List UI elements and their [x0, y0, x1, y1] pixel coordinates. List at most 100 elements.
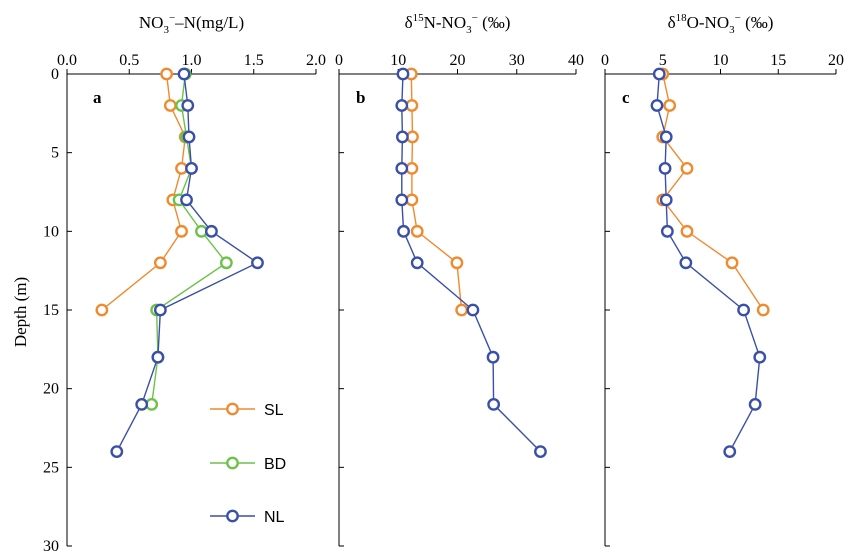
legend: SL BD NL	[210, 402, 286, 526]
data-point-NL	[679, 256, 693, 270]
legend-item-NL: NL	[210, 509, 285, 526]
panel-b: 0 10 20 30 40 δ15N-NO3− (‰) b	[335, 12, 584, 547]
data-point-SL	[153, 256, 167, 270]
y-tick-label: 15	[43, 302, 59, 319]
data-point-SL	[680, 224, 694, 238]
data-point-NL	[397, 224, 410, 238]
data-point-NL	[395, 130, 409, 144]
data-point-NL	[395, 193, 409, 207]
title-part: –N(mg/L)	[174, 13, 244, 32]
title-part: 3	[729, 24, 735, 36]
title-part: (‰)	[478, 13, 511, 32]
x-tick-label: 20	[828, 52, 844, 69]
panel-title: δ18O-NO3− (‰)	[668, 12, 774, 36]
data-point-NL	[151, 350, 165, 364]
legend-marker	[226, 456, 239, 470]
data-point-NL	[180, 193, 193, 207]
x-tick-label: 10	[713, 52, 729, 69]
y-tick-label: 30	[43, 538, 59, 552]
data-point-SL	[756, 303, 770, 317]
panel-a: 0.0 0.5 1.0 1.5 2.0 0 5 10 15 20 25 30 NO3−–N(mg/L) a	[43, 12, 326, 552]
data-point-NL	[177, 67, 191, 81]
legend-marker	[226, 509, 239, 523]
data-point-NL	[181, 99, 195, 112]
data-point-NL	[658, 161, 672, 175]
title-part: NO	[139, 13, 164, 32]
data-point-NL	[396, 67, 410, 81]
title-part: 18	[676, 12, 688, 24]
data-point-SL	[163, 99, 177, 112]
y-tick-label: 0	[51, 66, 59, 83]
legend-label: SL	[264, 402, 284, 419]
legend-label: BD	[264, 456, 286, 473]
title-part: 3	[466, 24, 472, 36]
series-line-NL	[656, 73, 761, 452]
series-line-SL	[410, 73, 463, 311]
x-tick-label: 0	[601, 52, 609, 69]
data-point-NL	[486, 350, 500, 364]
data-point-NL	[753, 350, 767, 364]
title-part: 15	[413, 12, 425, 24]
x-tick-label: 30	[509, 52, 525, 69]
data-point-SL	[410, 224, 424, 238]
x-tick-label: 5	[659, 52, 667, 69]
x-tick-label: 0.0	[57, 52, 77, 69]
data-point-SL	[405, 99, 419, 112]
data-point-NL	[723, 445, 737, 458]
title-part: 3	[163, 24, 169, 36]
legend-marker	[226, 402, 239, 416]
data-point-SL	[680, 161, 694, 175]
data-point-NL	[748, 397, 762, 411]
panel-c: 0 5 10 15 20 δ18O-NO3− (‰) c	[601, 12, 844, 547]
data-point-SL	[455, 303, 469, 317]
data-point-SL	[405, 193, 419, 207]
panel-title: NO3−–N(mg/L)	[139, 12, 244, 36]
panel-letter: b	[356, 88, 365, 107]
data-point-SL	[450, 256, 464, 270]
panel-letter: c	[622, 88, 630, 107]
x-tick-label: 0	[335, 52, 343, 69]
data-point-NL	[110, 445, 124, 458]
data-point-SL	[405, 161, 419, 175]
title-part: N-NO	[424, 13, 467, 32]
data-point-SL	[725, 256, 739, 270]
data-point-SL	[160, 67, 174, 81]
data-point-NL	[652, 67, 666, 81]
x-tick-label: 2.0	[306, 52, 326, 69]
panel-title: δ15N-NO3− (‰)	[405, 12, 511, 36]
data-point-SL	[95, 303, 109, 317]
y-tick-label: 25	[43, 459, 59, 476]
data-point-NL	[659, 130, 673, 144]
panels: 0.0 0.5 1.0 1.5 2.0051015202530NO3−–N(mg/L)a…	[43, 12, 844, 552]
data-point-NL	[251, 256, 264, 270]
x-tick-label: 1.0	[182, 52, 202, 69]
data-point-NL	[660, 224, 674, 238]
title-part: O-NO	[687, 13, 730, 32]
x-tick-label: 15	[770, 52, 786, 69]
title-part: −	[472, 12, 478, 24]
title-part: (‰)	[741, 13, 774, 32]
series-line-BD	[151, 73, 228, 405]
title-part: −	[169, 12, 175, 24]
y-tick-label: 5	[51, 145, 59, 162]
data-point-NL	[153, 303, 167, 317]
title-part: δ	[668, 13, 676, 32]
data-point-NL	[534, 445, 547, 458]
y-tick-label: 20	[43, 381, 59, 398]
panel-letter: a	[93, 88, 102, 107]
data-point-NL	[487, 397, 501, 411]
legend-item-SL: SL	[210, 402, 284, 419]
y-axis-label: Depth (m)	[11, 277, 30, 347]
x-tick-label: 1.5	[244, 52, 264, 69]
data-point-NL	[659, 193, 673, 207]
x-tick-label: 10	[390, 52, 406, 69]
y-tick-label: 10	[43, 223, 59, 240]
x-tick-label: 40	[568, 52, 584, 69]
data-point-NL	[205, 224, 218, 238]
data-point-SL	[663, 99, 677, 112]
data-point-NL	[182, 130, 196, 144]
data-point-NL	[410, 256, 424, 270]
data-point-NL	[466, 303, 480, 317]
x-tick-label: 0.5	[119, 52, 139, 69]
